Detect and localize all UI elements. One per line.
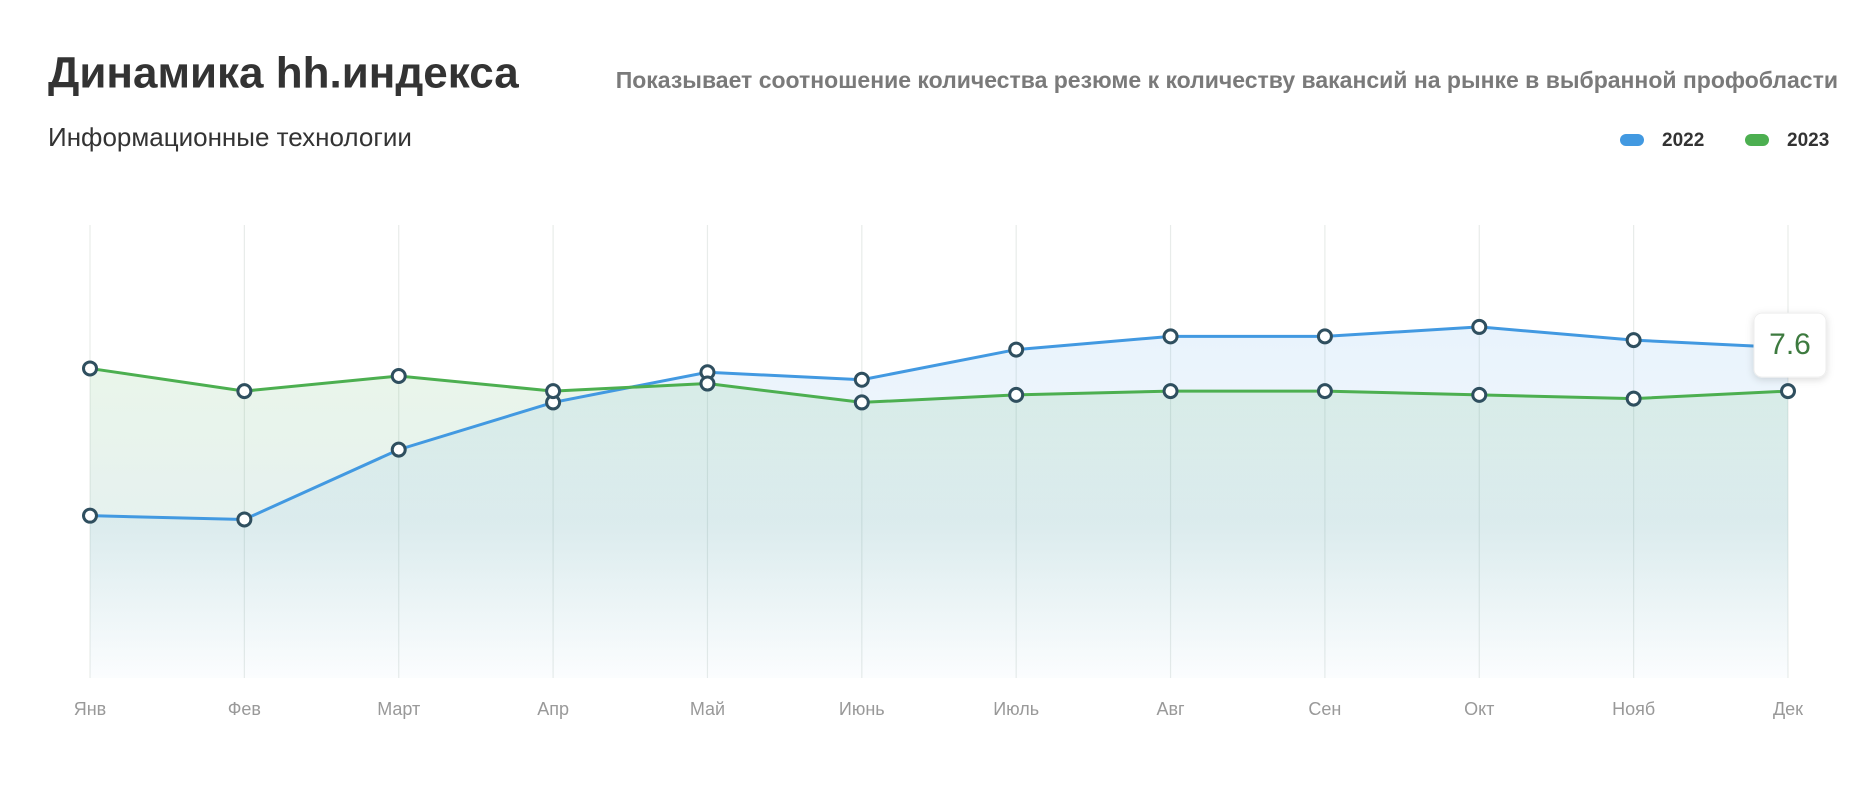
point: [1625, 390, 1642, 407]
point: [853, 394, 870, 411]
chart-subtitle: Информационные технологии: [48, 122, 412, 152]
point: [82, 360, 98, 377]
x-tick-label: Апр: [537, 699, 569, 719]
x-tick-label: Окт: [1464, 699, 1494, 719]
legend-swatch: [1620, 134, 1644, 146]
x-tick-label: Нояб: [1612, 699, 1655, 719]
point: [853, 371, 870, 388]
tooltip-value: 7.6: [1769, 328, 1811, 361]
point: [1316, 328, 1333, 345]
point: [1471, 386, 1488, 403]
point: [1780, 383, 1796, 400]
point: [1316, 383, 1333, 400]
point: [390, 441, 407, 458]
x-tick-label: Сен: [1308, 699, 1341, 719]
point: [236, 511, 253, 528]
point: [1162, 328, 1179, 345]
x-tick-label: Июль: [993, 699, 1039, 719]
x-tick-label: Янв: [74, 699, 107, 719]
point: [1008, 341, 1025, 358]
area: [90, 368, 1788, 678]
point: [236, 383, 253, 400]
x-tick-label: Авг: [1156, 699, 1185, 719]
chart-description: Показывает соотношение количества резюме…: [616, 67, 1838, 93]
point: [1625, 332, 1642, 349]
point: [1471, 318, 1488, 335]
chart-title: Динамика hh.индекса: [48, 49, 519, 98]
point: [1008, 386, 1025, 403]
point: [390, 368, 407, 384]
point: [1162, 383, 1179, 400]
line: [89, 325, 1789, 521]
x-tick-label: Июнь: [839, 699, 885, 719]
legend-swatch: [1745, 134, 1769, 146]
point: [82, 507, 98, 524]
legend-label: 2023: [1787, 130, 1829, 151]
point: [545, 383, 562, 400]
x-tick-label: Дек: [1773, 699, 1803, 719]
x-tick-label: Фев: [228, 699, 261, 719]
point: [699, 375, 716, 392]
x-tick-label: Май: [690, 699, 725, 719]
legend-label: 2022: [1662, 130, 1704, 151]
tooltip: [1753, 312, 1827, 378]
x-tick-label: Март: [377, 699, 420, 719]
line: [89, 366, 1789, 404]
